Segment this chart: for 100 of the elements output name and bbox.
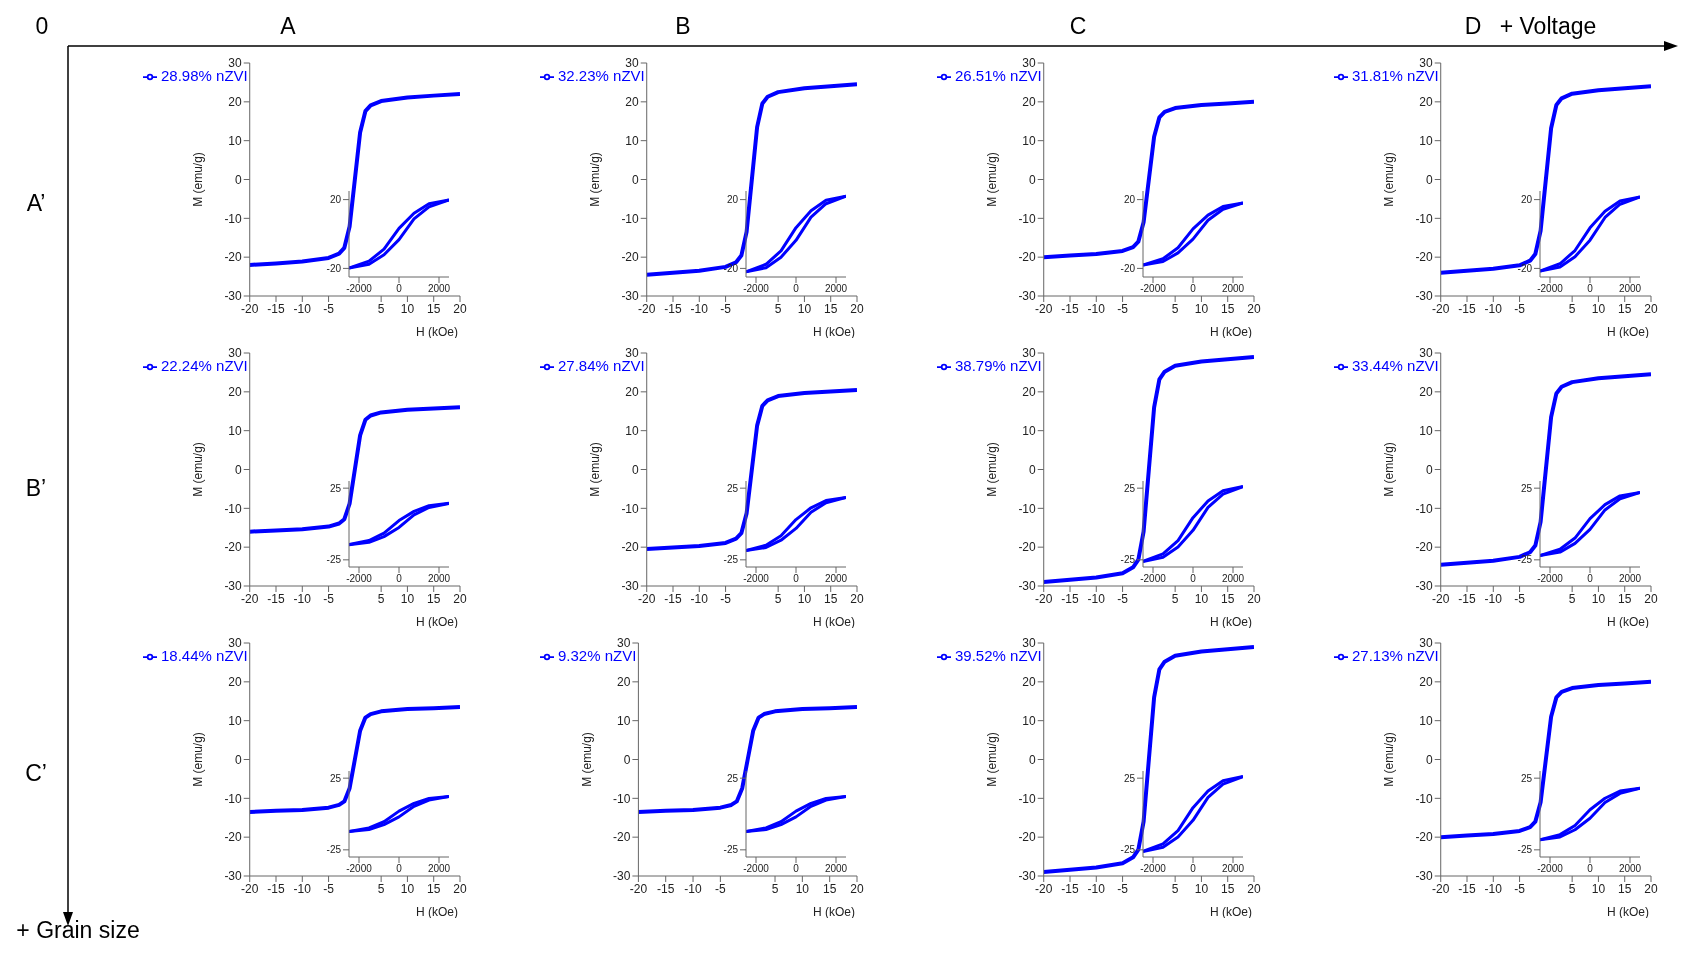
x-tick-label: 5: [1171, 591, 1179, 606]
y-tick-label: 20: [1123, 194, 1136, 206]
y-tick-label: -20: [1018, 250, 1037, 265]
y-tick-label: -30: [1018, 869, 1037, 884]
y-tick-label: 25: [329, 482, 342, 494]
x-tick-label: 5: [377, 591, 385, 606]
x-tick-label: 10: [1591, 301, 1606, 316]
y-axis-title: M (emu/g): [190, 442, 205, 497]
x-tick-label: -5: [323, 301, 335, 316]
x-tick-label: 20: [850, 301, 864, 316]
y-tick-label: 10: [625, 423, 640, 438]
y-tick-label: 0: [235, 752, 243, 767]
x-tick-label: -5: [1117, 591, 1129, 606]
y-tick-label: 10: [1419, 423, 1434, 438]
y-tick-label: 10: [1022, 133, 1037, 148]
x-tick-label: 20: [1247, 881, 1261, 896]
x-tick-label: 10: [795, 881, 810, 896]
x-axis-title: H (kOe): [813, 615, 855, 629]
y-tick-label: 10: [617, 713, 631, 728]
y-tick-label: 10: [228, 713, 243, 728]
x-tick-label: 10: [1194, 301, 1209, 316]
x-tick-label: 2000: [824, 283, 848, 295]
text: C’: [25, 759, 47, 787]
x-tick-label: -15: [267, 591, 285, 606]
x-axis-title: H (kOe): [1607, 905, 1649, 919]
x-tick-label: -15: [1458, 301, 1476, 316]
x-tick-label: 20: [453, 301, 467, 316]
y-tick-label: 20: [726, 194, 739, 206]
text: 0: [35, 12, 49, 40]
x-tick-label: 20: [1644, 301, 1658, 316]
x-tick-label: 20: [1644, 591, 1658, 606]
y-tick-label: 20: [228, 95, 243, 110]
y-axis-title: M (emu/g): [1381, 442, 1396, 497]
y-tick-label: -30: [613, 869, 631, 884]
x-axis-title: H (kOe): [1607, 615, 1649, 629]
x-tick-label: 2000: [427, 573, 451, 585]
x-axis-title: H (kOe): [1607, 325, 1649, 339]
y-tick-label: -30: [1415, 289, 1434, 304]
x-tick-label: -5: [323, 881, 335, 896]
x-tick-label: 5: [377, 301, 385, 316]
x-tick-label: -5: [1514, 301, 1526, 316]
y-tick-label: 25: [1123, 772, 1136, 784]
y-axis-title: M (emu/g): [984, 732, 999, 787]
x-tick-label: 5: [771, 881, 779, 896]
y-tick-label: 0: [1029, 752, 1037, 767]
x-tick-label: 10: [1194, 591, 1209, 606]
y-axis-title: M (emu/g): [579, 732, 594, 787]
y-tick-label: 0: [632, 172, 640, 187]
x-tick-label: -10: [1087, 881, 1106, 896]
y-tick-label: -20: [723, 262, 739, 274]
y-tick-label: 0: [1029, 172, 1037, 187]
x-tick-label: -15: [267, 301, 285, 316]
x-tick-label: 20: [453, 881, 467, 896]
x-tick-label: -5: [1514, 881, 1526, 896]
x-tick-label: -10: [1484, 881, 1503, 896]
y-tick-label: -10: [621, 211, 640, 226]
y-tick-label: -20: [1415, 540, 1434, 555]
x-tick-label: 10: [400, 591, 415, 606]
x-tick-label: -15: [657, 881, 675, 896]
x-tick-label: -2000: [1140, 573, 1167, 585]
x-tick-label: -15: [1061, 881, 1079, 896]
x-tick-label: -2000: [743, 573, 770, 585]
x-tick-label: 15: [427, 591, 441, 606]
x-tick-label: 5: [377, 881, 385, 896]
y-tick-label: -30: [1415, 869, 1434, 884]
x-tick-label: 0: [793, 863, 800, 875]
x-tick-label: 15: [427, 881, 441, 896]
x-tick-label: 15: [1221, 301, 1235, 316]
x-tick-label: 20: [1247, 591, 1261, 606]
x-tick-label: -5: [1117, 301, 1129, 316]
x-tick-label: 2000: [1221, 573, 1245, 585]
x-tick-label: 15: [824, 591, 838, 606]
text: C: [1069, 12, 1087, 40]
x-tick-label: 5: [1568, 301, 1576, 316]
x-tick-label: 2000: [1618, 283, 1642, 295]
y-tick-label: 0: [235, 172, 243, 187]
x-tick-label: 15: [1221, 591, 1235, 606]
y-tick-label: 0: [235, 462, 243, 477]
y-tick-label: 10: [1419, 713, 1434, 728]
x-tick-label: 2000: [427, 863, 451, 875]
x-tick-label: -15: [267, 881, 285, 896]
y-axis-title: M (emu/g): [1381, 152, 1396, 207]
x-tick-label: -2000: [1537, 283, 1564, 295]
x-tick-label: 20: [1247, 301, 1261, 316]
x-axis-title: H (kOe): [813, 325, 855, 339]
y-tick-label: 25: [1520, 772, 1533, 784]
y-axis-title: M (emu/g): [190, 152, 205, 207]
y-tick-label: -20: [224, 250, 243, 265]
y-axis-title: M (emu/g): [190, 732, 205, 787]
y-tick-label: -30: [621, 579, 640, 594]
y-tick-label: 20: [625, 385, 640, 400]
y-tick-label: 25: [1520, 482, 1533, 494]
x-tick-label: 2000: [1221, 283, 1245, 295]
x-tick-label: 2000: [1618, 863, 1642, 875]
y-tick-label: -30: [621, 289, 640, 304]
x-tick-label: 10: [1194, 881, 1209, 896]
x-tick-label: 2000: [1618, 573, 1642, 585]
x-tick-label: -2000: [1537, 573, 1564, 585]
y-tick-label: -10: [1415, 791, 1434, 806]
y-tick-label: 0: [632, 462, 640, 477]
